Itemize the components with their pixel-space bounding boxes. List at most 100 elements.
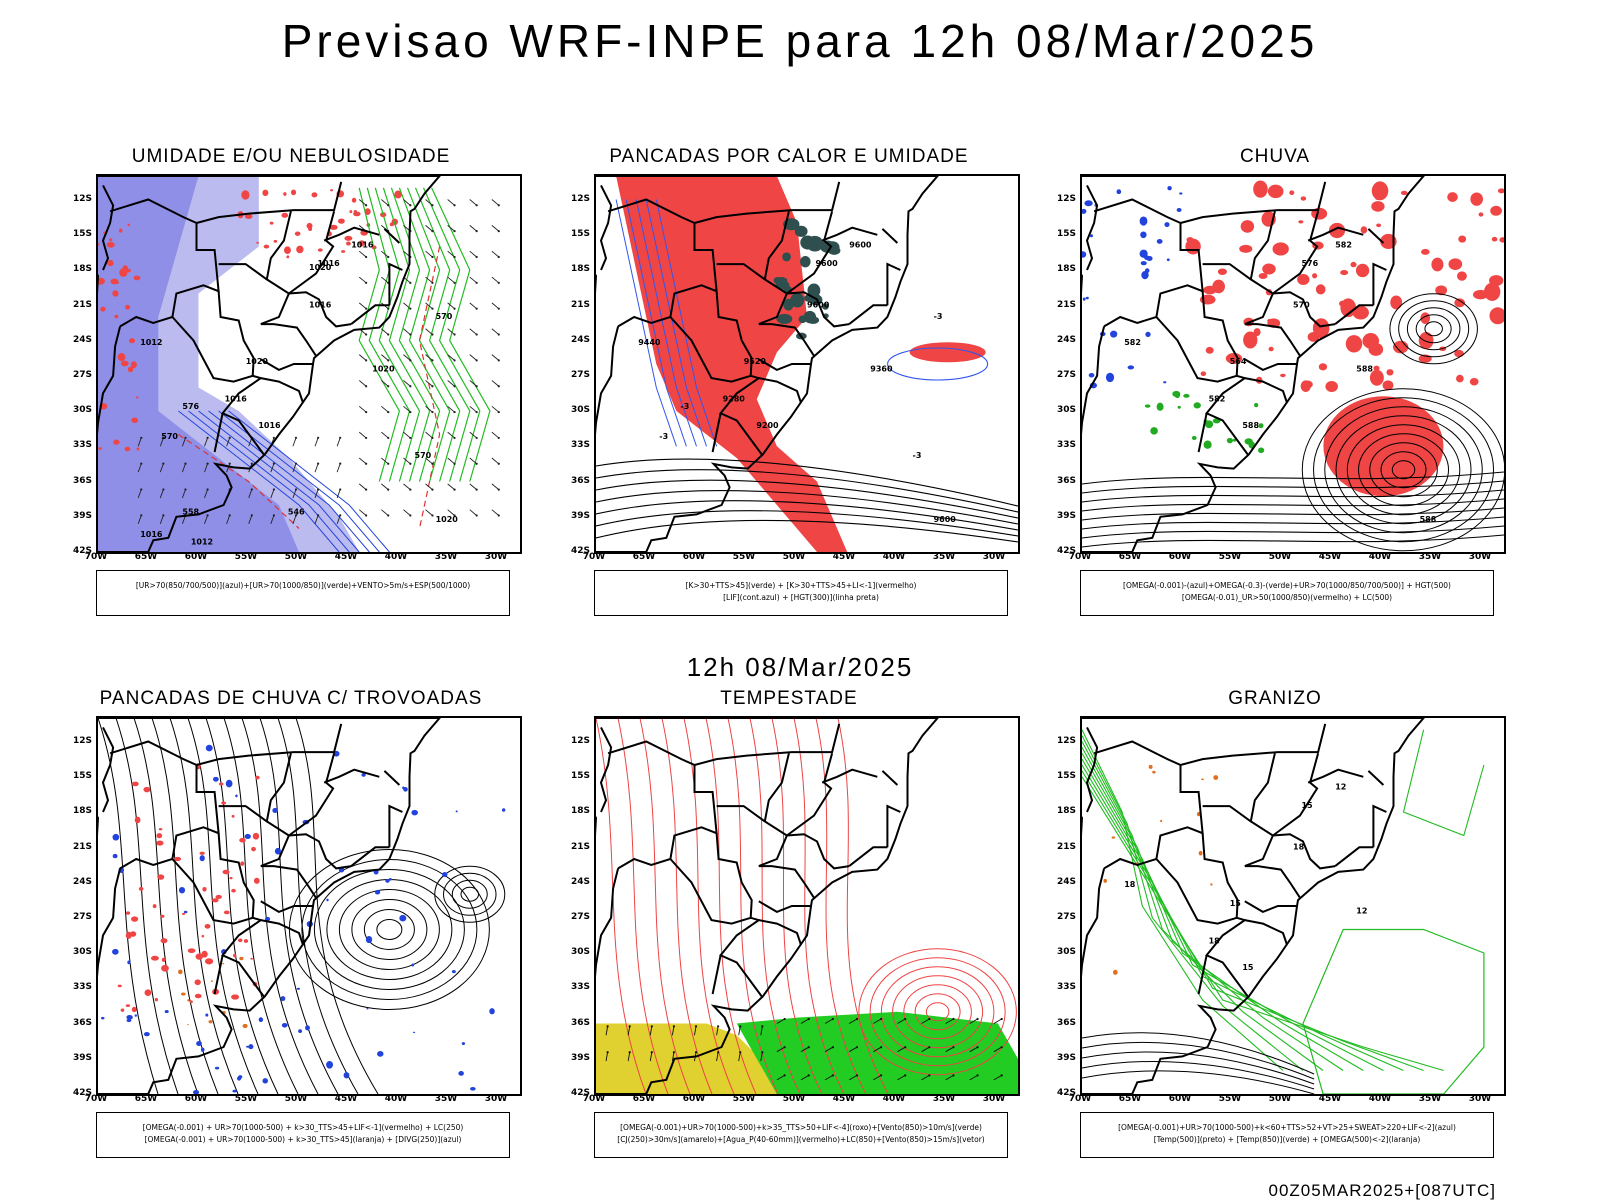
wind-vector (880, 1046, 883, 1049)
run-timestamp: 00Z05MAR2025+[087UTC] (1268, 1181, 1496, 1200)
hgt-contour (1389, 293, 1478, 365)
lat-tick-label: 30S (570, 405, 590, 416)
wind-vector (248, 515, 253, 524)
wind-vector (976, 1046, 979, 1049)
border-line (1334, 846, 1374, 867)
rain-area (1315, 284, 1326, 295)
low-level-streamline (858, 948, 1017, 1076)
hgt-contour (1424, 321, 1443, 337)
wind-vector (270, 515, 275, 524)
wind-vector (952, 1046, 955, 1049)
lon-tick-label: 55W (234, 1094, 258, 1104)
wind-vector (314, 515, 319, 524)
wind-vector (184, 436, 187, 439)
omega-area (1198, 850, 1203, 856)
border-line (1082, 868, 1106, 977)
wind-vector (945, 1018, 954, 1024)
wind-vector (760, 1026, 763, 1036)
wind-vector (365, 436, 368, 440)
omega-area (1204, 420, 1214, 429)
wind-vector (453, 462, 456, 465)
wind-vector (650, 1025, 653, 1028)
instability-area (800, 255, 811, 268)
contour-label: 15 (1242, 963, 1254, 972)
wind-vector (776, 1075, 785, 1081)
wind-vector (717, 1051, 720, 1054)
wind-vector (605, 1052, 609, 1062)
wind-vector (137, 489, 142, 499)
map-svg: 9600 9600 9600 9520 9440 9360 9280 9200 9600 -3 -3… (596, 176, 1018, 552)
wind-vector (491, 302, 500, 310)
border-line (786, 833, 850, 870)
lat-tick-label: 39S (570, 510, 590, 521)
wind-vector (904, 1046, 907, 1049)
wind-vector (848, 1075, 858, 1081)
rain-area (1339, 300, 1346, 307)
rain-cell (125, 268, 131, 273)
divergence-area (343, 1072, 350, 1079)
rain-area (1473, 289, 1489, 300)
lat-tick-label: 27S (570, 370, 590, 380)
divergence-area (361, 772, 366, 777)
border-line (1244, 919, 1288, 946)
thunderstorm-cell (120, 1008, 125, 1012)
wind-vector (381, 380, 389, 387)
wind-vector (447, 380, 455, 387)
contour-label-layer: 582 576 570 564 582 588 582 588 588 (1124, 240, 1437, 523)
streamline (288, 849, 490, 1010)
rain-cell (262, 189, 269, 197)
panel-title: TEMPESTADE (720, 688, 858, 709)
thunderstorm-cell (240, 861, 245, 866)
wind-vector (475, 307, 478, 310)
wind-vector (824, 1046, 834, 1053)
divergence-area (326, 1060, 334, 1069)
wind-vector (336, 463, 341, 473)
wind-vector (694, 1025, 698, 1028)
wind-vector (431, 333, 434, 336)
wind-vector (431, 204, 434, 207)
low-level-streamline (683, 718, 735, 1094)
lon-tick-label: 70W (1068, 1094, 1092, 1104)
low-level-streamline (914, 993, 961, 1031)
rain-cell (124, 446, 131, 452)
wind-vector (381, 199, 389, 206)
border-line (218, 263, 268, 281)
contour-label-layer: 12 15 18 15 18 12 18 15 (1124, 782, 1367, 971)
temp850-contour (1082, 741, 1324, 1071)
lat-tick-label: 33S (1056, 440, 1076, 451)
wind-vector (137, 463, 142, 473)
thunderstorm-cell (131, 1006, 137, 1013)
wind-vector (272, 436, 275, 439)
wind-vector (294, 436, 298, 439)
wind-vector (409, 281, 412, 284)
lat-tick-label: 27S (1056, 912, 1076, 922)
border-line (218, 805, 268, 823)
low-level-streamline (892, 975, 984, 1049)
lif-contour (887, 347, 989, 381)
border-line (1085, 726, 1099, 813)
lat-tick-label: 27S (570, 912, 590, 922)
humidity-contour (228, 410, 390, 552)
wind-vector (873, 1046, 882, 1053)
contour-label: 570 (415, 451, 432, 460)
wind-vector (453, 230, 456, 233)
temp850-contour (1082, 758, 1384, 1071)
contour-label: 9200 (756, 421, 779, 430)
humidity-contour (366, 187, 411, 482)
field-layer (1082, 180, 1504, 552)
border-line (1244, 865, 1301, 899)
contour-label: 576 (1301, 259, 1318, 268)
wind-vector (873, 1075, 882, 1081)
hgt-contour (1082, 525, 1504, 539)
hgt-contour (1082, 507, 1504, 521)
wind-vector (469, 199, 477, 206)
border-line (1205, 916, 1249, 998)
thunderstorm-cell (239, 837, 246, 843)
wind-vector (292, 515, 297, 524)
instability-area (782, 252, 791, 262)
border-line (383, 770, 401, 786)
temp850-contour (1082, 747, 1344, 1071)
rain-area (1297, 273, 1310, 285)
rain-cell (112, 290, 119, 297)
wind-vector (431, 462, 434, 465)
